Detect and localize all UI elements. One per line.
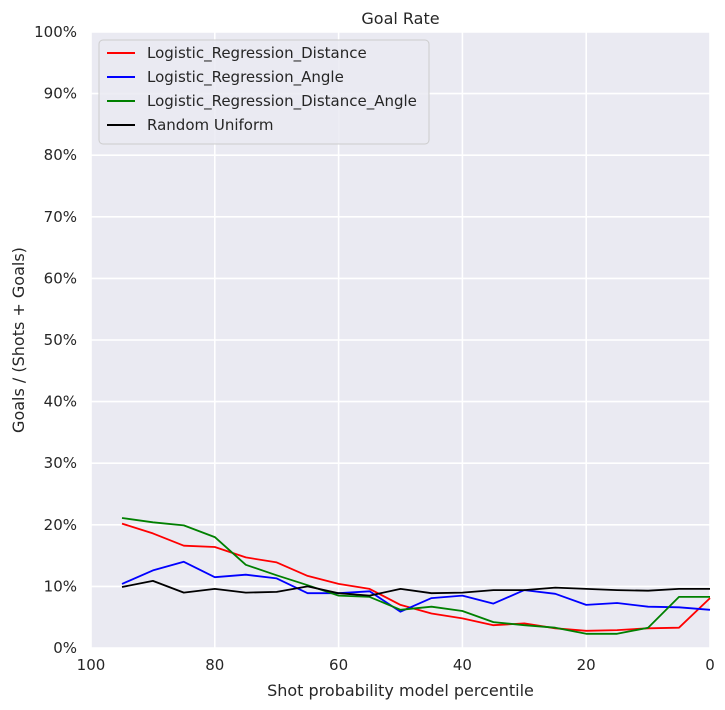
series-line-3 bbox=[121, 517, 710, 635]
y-tick-label: 50% bbox=[44, 331, 77, 349]
legend-label: Random Uniform bbox=[147, 116, 274, 134]
y-axis-ticks: 0% 10% 20% 30% 40% 50% 60% 70% 80% 90% 100% bbox=[34, 23, 77, 657]
legend-label: Logistic_Regression_Angle bbox=[147, 68, 344, 87]
y-tick-label: 40% bbox=[44, 393, 77, 411]
legend: Logistic_Regression_Distance Logistic_Reg… bbox=[98, 39, 430, 145]
y-tick-label: 10% bbox=[44, 577, 77, 595]
x-tick-label: 0 bbox=[705, 656, 715, 674]
y-axis-label: Goals / (Shots + Goals) bbox=[9, 247, 28, 433]
x-tick-label: 20 bbox=[577, 656, 596, 674]
y-tick-label: 20% bbox=[44, 516, 77, 534]
x-tick-label: 100 bbox=[77, 656, 106, 674]
x-axis-label: Shot probability model percentile bbox=[267, 681, 534, 700]
series-lines bbox=[121, 517, 711, 635]
x-tick-label: 60 bbox=[329, 656, 348, 674]
y-tick-label: 70% bbox=[44, 208, 77, 226]
y-tick-label: 80% bbox=[44, 146, 77, 164]
x-axis-ticks: 100 80 60 40 20 0 bbox=[77, 656, 715, 674]
chart-title: Goal Rate bbox=[361, 9, 439, 28]
series-line-2 bbox=[121, 560, 711, 613]
y-tick-label: 0% bbox=[53, 639, 77, 657]
series-line-1 bbox=[121, 522, 711, 632]
x-tick-label: 40 bbox=[453, 656, 472, 674]
y-tick-label: 90% bbox=[44, 85, 77, 103]
y-tick-label: 100% bbox=[34, 23, 77, 41]
legend-label: Logistic_Regression_Distance bbox=[147, 44, 367, 63]
series-line-4 bbox=[121, 580, 710, 597]
legend-box bbox=[98, 39, 430, 145]
x-tick-label: 80 bbox=[205, 656, 224, 674]
y-tick-label: 30% bbox=[44, 454, 77, 472]
legend-label: Logistic_Regression_Distance_Angle bbox=[147, 92, 417, 111]
y-tick-label: 60% bbox=[44, 269, 77, 287]
